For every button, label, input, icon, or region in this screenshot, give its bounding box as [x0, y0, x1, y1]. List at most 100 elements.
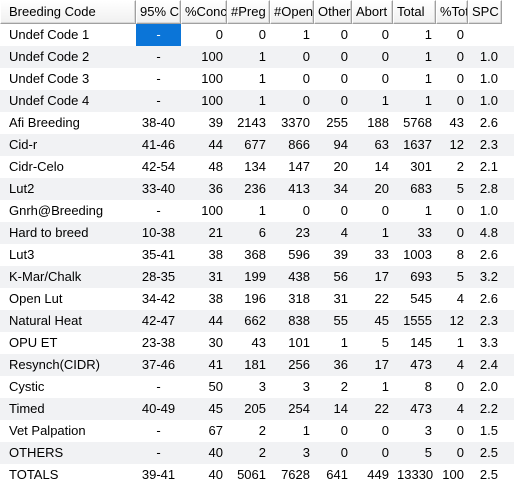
table-cell[interactable]: 38 [208, 247, 223, 262]
breeding-code-cell[interactable]: Undef Code 4 [9, 93, 90, 108]
table-cell[interactable]: - [156, 203, 161, 218]
table-cell[interactable]: - [156, 93, 161, 108]
table-cell[interactable]: 0 [381, 27, 389, 42]
table-cell[interactable]: 683 [410, 181, 432, 196]
table-row[interactable]: Cidr-Celo 42-54 48 134 147 20 14 301 2 2.1 [0, 156, 514, 178]
table-row[interactable]: Undef Code 3-100 1 0 0 0 1 0 1.0 [0, 68, 514, 90]
table-cell[interactable]: 12 [449, 313, 464, 328]
table-cell[interactable]: 20 [374, 181, 389, 196]
table-cell[interactable]: 30 [208, 335, 223, 350]
table-cell[interactable]: 41-46 [141, 137, 176, 152]
table-row[interactable]: Hard to breed 10-38 21 6 23 4 1 33 0 4.8 [0, 222, 514, 244]
table-cell[interactable]: 45 [374, 313, 389, 328]
table-cell[interactable]: 196 [244, 291, 266, 306]
table-cell[interactable]: 1.5 [479, 423, 498, 438]
table-cell[interactable]: 2.1 [479, 159, 498, 174]
table-cell[interactable]: 4 [456, 291, 464, 306]
table-row[interactable]: Undef Code 4-100 1 0 0 1 1 0 1.0 [0, 90, 514, 112]
table-row[interactable]: Undef Code 1 - 0 0 1 0 0 1 0 [0, 24, 514, 46]
table-cell[interactable]: 0 [456, 379, 464, 394]
table-cell[interactable]: 1.0 [479, 203, 498, 218]
table-row[interactable]: Resynch(CIDR) 37-46 41 181 256 36 17 473 4 2.4 [0, 354, 514, 376]
column-header-tot[interactable]: %Tot [436, 0, 468, 24]
table-cell[interactable] [468, 24, 502, 46]
breeding-code-cell[interactable]: Undef Code 2 [9, 49, 90, 64]
table-cell[interactable]: 4 [340, 225, 348, 240]
breeding-code-cell[interactable]: Timed [9, 401, 45, 416]
table-cell[interactable]: 33 [417, 225, 432, 240]
table-cell[interactable]: 1 [340, 335, 348, 350]
table-cell[interactable]: 1 [424, 27, 432, 42]
table-cell[interactable]: 38 [208, 291, 223, 306]
table-cell[interactable]: 39 [208, 115, 223, 130]
breeding-code-cell[interactable]: Undef Code 3 [9, 71, 90, 86]
table-cell[interactable]: 0 [302, 49, 310, 64]
table-cell[interactable]: 2.4 [479, 357, 498, 372]
table-cell[interactable]: 34 [333, 181, 348, 196]
table-cell[interactable]: 6 [258, 225, 266, 240]
table-cell[interactable]: 181 [244, 357, 266, 372]
table-cell[interactable]: 36 [333, 357, 348, 372]
table-cell[interactable]: 188 [367, 115, 389, 130]
table-cell[interactable]: 13330 [397, 467, 434, 482]
table-cell[interactable]: 7628 [281, 467, 310, 482]
breeding-code-cell[interactable]: OTHERS [9, 445, 64, 460]
table-row[interactable]: OPU ET 23-38 30 43 101 1 5 145 1 3.3 [0, 332, 514, 354]
table-cell[interactable]: 38-40 [141, 115, 176, 130]
breeding-code-cell[interactable]: Lut2 [9, 181, 35, 196]
table-row[interactable]: Cystic - 50 3 3 2 1 8 0 2.0 [0, 376, 514, 398]
column-header-other[interactable]: Other [314, 0, 352, 24]
table-cell[interactable]: 0 [340, 27, 348, 42]
table-cell[interactable]: 10-38 [141, 225, 176, 240]
table-row[interactable]: OTHERS - 40 2 3 0 0 5 0 2.5 [0, 442, 514, 464]
table-cell[interactable]: 22 [374, 401, 389, 416]
table-cell[interactable]: 2.8 [479, 181, 498, 196]
table-row[interactable]: Lut2 33-40 36 236 413 34 20 683 5 2.8 [0, 178, 514, 200]
table-cell[interactable]: 0 [456, 27, 464, 42]
table-cell[interactable]: 42-47 [141, 313, 176, 328]
table-cell[interactable]: 0 [340, 203, 348, 218]
table-cell[interactable]: 0 [340, 49, 348, 64]
table-cell[interactable]: 23 [295, 225, 310, 240]
column-header-preg[interactable]: #Preg [227, 0, 270, 24]
table-cell[interactable]: 33 [374, 247, 389, 262]
table-row[interactable]: Undef Code 2-100 1 0 0 0 1 0 1.0 [0, 46, 514, 68]
table-cell[interactable]: 31 [333, 291, 348, 306]
table-cell[interactable]: 0 [215, 27, 223, 42]
table-cell[interactable]: - [156, 49, 161, 64]
table-cell[interactable]: 20 [333, 159, 348, 174]
breeding-code-cell[interactable]: Lut3 [9, 247, 35, 262]
table-row[interactable]: TOTALS 39-41 40 5061 7628 641 449 13330 100 2.5 [0, 464, 514, 486]
table-cell[interactable]: 0 [456, 49, 464, 64]
table-cell[interactable]: 39 [333, 247, 348, 262]
table-cell[interactable]: 0 [302, 93, 310, 108]
table-cell[interactable]: 37-46 [141, 357, 176, 372]
table-cell[interactable]: 545 [410, 291, 432, 306]
table-cell[interactable]: 100 [442, 467, 464, 482]
table-cell[interactable]: 0 [456, 71, 464, 86]
table-cell[interactable]: 44 [208, 313, 223, 328]
table-cell[interactable]: 36 [208, 181, 223, 196]
table-cell[interactable]: 33-40 [141, 181, 176, 196]
table-row[interactable]: Timed 40-49 45 205 254 14 22 473 4 2.2 [0, 398, 514, 420]
table-cell[interactable]: 2143 [237, 115, 266, 130]
column-header-total[interactable]: Total [393, 0, 436, 24]
table-cell[interactable]: - [156, 423, 161, 438]
table-cell[interactable]: 4.8 [479, 225, 498, 240]
table-cell[interactable]: 1003 [403, 247, 432, 262]
table-cell[interactable]: 100 [201, 203, 223, 218]
table-cell[interactable]: 1.0 [479, 71, 498, 86]
table-cell[interactable]: 368 [244, 247, 266, 262]
breeding-code-cell[interactable]: Hard to breed [9, 225, 89, 240]
table-cell[interactable]: 641 [326, 467, 348, 482]
table-cell[interactable]: 318 [288, 291, 310, 306]
table-cell[interactable]: 254 [288, 401, 310, 416]
table-cell[interactable]: 43 [449, 115, 464, 130]
table-cell[interactable]: 34-42 [141, 291, 176, 306]
table-cell[interactable]: 44 [208, 137, 223, 152]
table-cell[interactable]: 3 [258, 379, 266, 394]
table-row[interactable]: Lut3 35-41 38 368 596 39 33 1003 8 2.6 [0, 244, 514, 266]
table-cell[interactable]: 2.3 [479, 137, 498, 152]
table-cell[interactable]: 8 [456, 247, 464, 262]
breeding-code-cell[interactable]: Afi Breeding [9, 115, 80, 130]
